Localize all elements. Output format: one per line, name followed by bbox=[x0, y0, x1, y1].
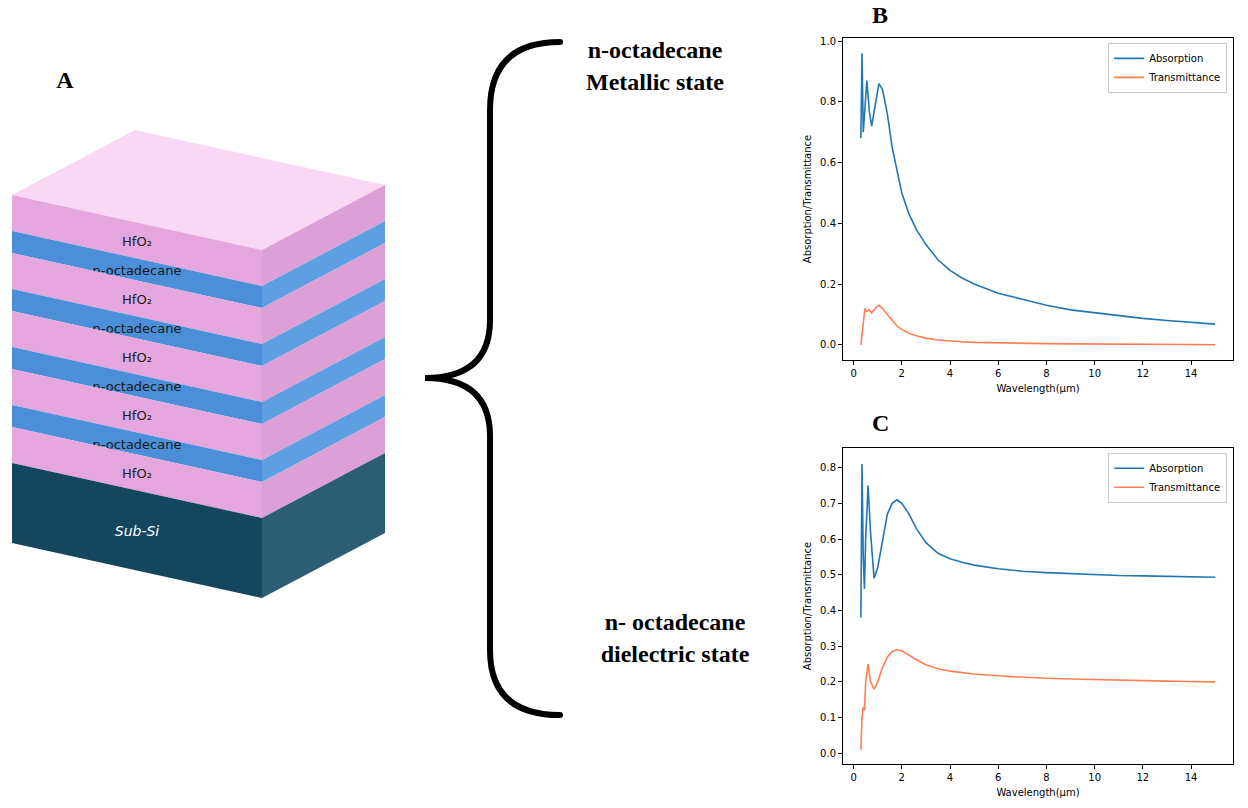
html-text:C: C bbox=[872, 410, 890, 436]
svg-text:2: 2 bbox=[899, 368, 905, 379]
svg-text:n-octadecane: n-octadecane bbox=[92, 320, 182, 336]
svg-text:A: A bbox=[56, 67, 74, 93]
svg-text:Transmittance: Transmittance bbox=[1148, 72, 1220, 83]
svg-text:0.8: 0.8 bbox=[820, 462, 836, 473]
svg-text:4: 4 bbox=[947, 368, 953, 379]
svg-text:4: 4 bbox=[947, 772, 953, 783]
svg-text:Absorption: Absorption bbox=[1149, 463, 1203, 474]
svg-text:2: 2 bbox=[899, 772, 905, 783]
svg-text:8: 8 bbox=[1043, 368, 1049, 379]
svg-text:0.1: 0.1 bbox=[820, 712, 836, 723]
svg-text:Wavelength(μm): Wavelength(μm) bbox=[996, 383, 1079, 394]
svg-text:0.0: 0.0 bbox=[820, 748, 836, 759]
svg-text:10: 10 bbox=[1088, 772, 1101, 783]
svg-text:0.5: 0.5 bbox=[820, 569, 836, 580]
svg-text:Absorption: Absorption bbox=[1149, 53, 1203, 64]
svg-text:0.0: 0.0 bbox=[820, 339, 836, 350]
svg-text:n-octadecane: n-octadecane bbox=[92, 436, 182, 452]
svg-text:Sub-Si: Sub-Si bbox=[115, 523, 160, 539]
svg-text:0.4: 0.4 bbox=[820, 218, 836, 229]
svg-text:12: 12 bbox=[1136, 772, 1149, 783]
svg-text:6: 6 bbox=[995, 368, 1001, 379]
html-text:B: B bbox=[872, 2, 888, 28]
svg-text:n- octadecane: n- octadecane bbox=[605, 609, 746, 635]
svg-text:Metallic state: Metallic state bbox=[586, 69, 724, 95]
svg-text:8: 8 bbox=[1043, 772, 1049, 783]
svg-text:10: 10 bbox=[1088, 368, 1101, 379]
svg-text:6: 6 bbox=[995, 772, 1001, 783]
svg-text:HfO₂: HfO₂ bbox=[122, 408, 152, 423]
svg-text:dielectric state: dielectric state bbox=[601, 641, 750, 667]
svg-text:0.4: 0.4 bbox=[820, 605, 836, 616]
svg-text:0: 0 bbox=[850, 368, 856, 379]
svg-text:0.2: 0.2 bbox=[820, 676, 836, 687]
svg-text:0: 0 bbox=[850, 772, 856, 783]
svg-text:n-octadecane: n-octadecane bbox=[92, 378, 182, 394]
svg-text:Absorption/Transmittance: Absorption/Transmittance bbox=[802, 542, 813, 670]
svg-text:0.3: 0.3 bbox=[820, 641, 836, 652]
svg-text:1.0: 1.0 bbox=[820, 36, 836, 47]
svg-text:HfO₂: HfO₂ bbox=[122, 292, 152, 307]
svg-text:14: 14 bbox=[1185, 772, 1198, 783]
svg-text:0.8: 0.8 bbox=[820, 96, 836, 107]
svg-text:n-octadecane: n-octadecane bbox=[92, 262, 182, 278]
svg-text:Wavelength(μm): Wavelength(μm) bbox=[996, 787, 1079, 798]
svg-text:Absorption/Transmittance: Absorption/Transmittance bbox=[802, 135, 813, 263]
svg-text:0.2: 0.2 bbox=[820, 279, 836, 290]
svg-text:0.6: 0.6 bbox=[820, 157, 836, 168]
svg-text:14: 14 bbox=[1185, 368, 1198, 379]
svg-text:0.7: 0.7 bbox=[820, 498, 836, 509]
svg-text:0.6: 0.6 bbox=[820, 534, 836, 545]
svg-text:Transmittance: Transmittance bbox=[1148, 482, 1220, 493]
svg-text:12: 12 bbox=[1136, 368, 1149, 379]
svg-text:HfO₂: HfO₂ bbox=[122, 234, 152, 249]
svg-text:HfO₂: HfO₂ bbox=[122, 350, 152, 365]
svg-text:n-octadecane: n-octadecane bbox=[588, 37, 723, 63]
svg-text:HfO₂: HfO₂ bbox=[122, 466, 152, 481]
